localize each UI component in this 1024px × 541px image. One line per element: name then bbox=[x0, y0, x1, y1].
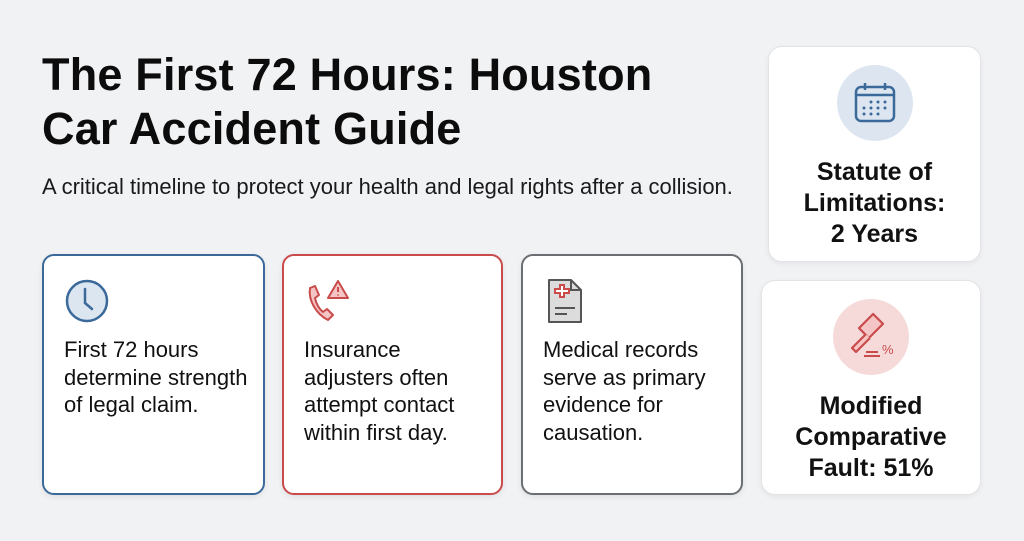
icon-circle bbox=[836, 65, 913, 141]
comparative-fault-card: % Modified Comparative Fault: 51% bbox=[761, 280, 981, 495]
card-insurance: Insurance adjusters often attempt contac… bbox=[282, 254, 503, 495]
title-line-2: Car Accident Guide bbox=[42, 103, 462, 154]
statute-text: Statute of Limitations: 2 Years bbox=[803, 158, 946, 248]
gavel-percent-icon: % bbox=[850, 312, 894, 357]
medical-record-icon bbox=[548, 279, 582, 323]
calendar-icon bbox=[854, 83, 895, 123]
card-medical: Medical records serve as primary evidenc… bbox=[521, 254, 743, 495]
subtitle: A critical timeline to protect your heal… bbox=[42, 174, 733, 199]
icon-circle: % bbox=[833, 299, 909, 375]
phone-warning-icon bbox=[308, 280, 349, 321]
page-title: The First 72 Hours: Houston Car Accident… bbox=[42, 48, 652, 156]
statute-card: Statute of Limitations: 2 Years bbox=[768, 46, 981, 262]
clock-icon bbox=[65, 279, 109, 323]
card-72-hours: First 72 hours determine strength of leg… bbox=[42, 254, 265, 495]
svg-text:%: % bbox=[882, 342, 894, 357]
title-line-1: The First 72 Hours: Houston bbox=[42, 49, 653, 100]
card-text: Medical records serve as primary evidenc… bbox=[543, 337, 706, 445]
card-text: First 72 hours determine strength of leg… bbox=[64, 337, 248, 417]
comparative-fault-text: Modified Comparative Fault: 51% bbox=[795, 392, 947, 482]
card-text: Insurance adjusters often attempt contac… bbox=[304, 337, 455, 445]
